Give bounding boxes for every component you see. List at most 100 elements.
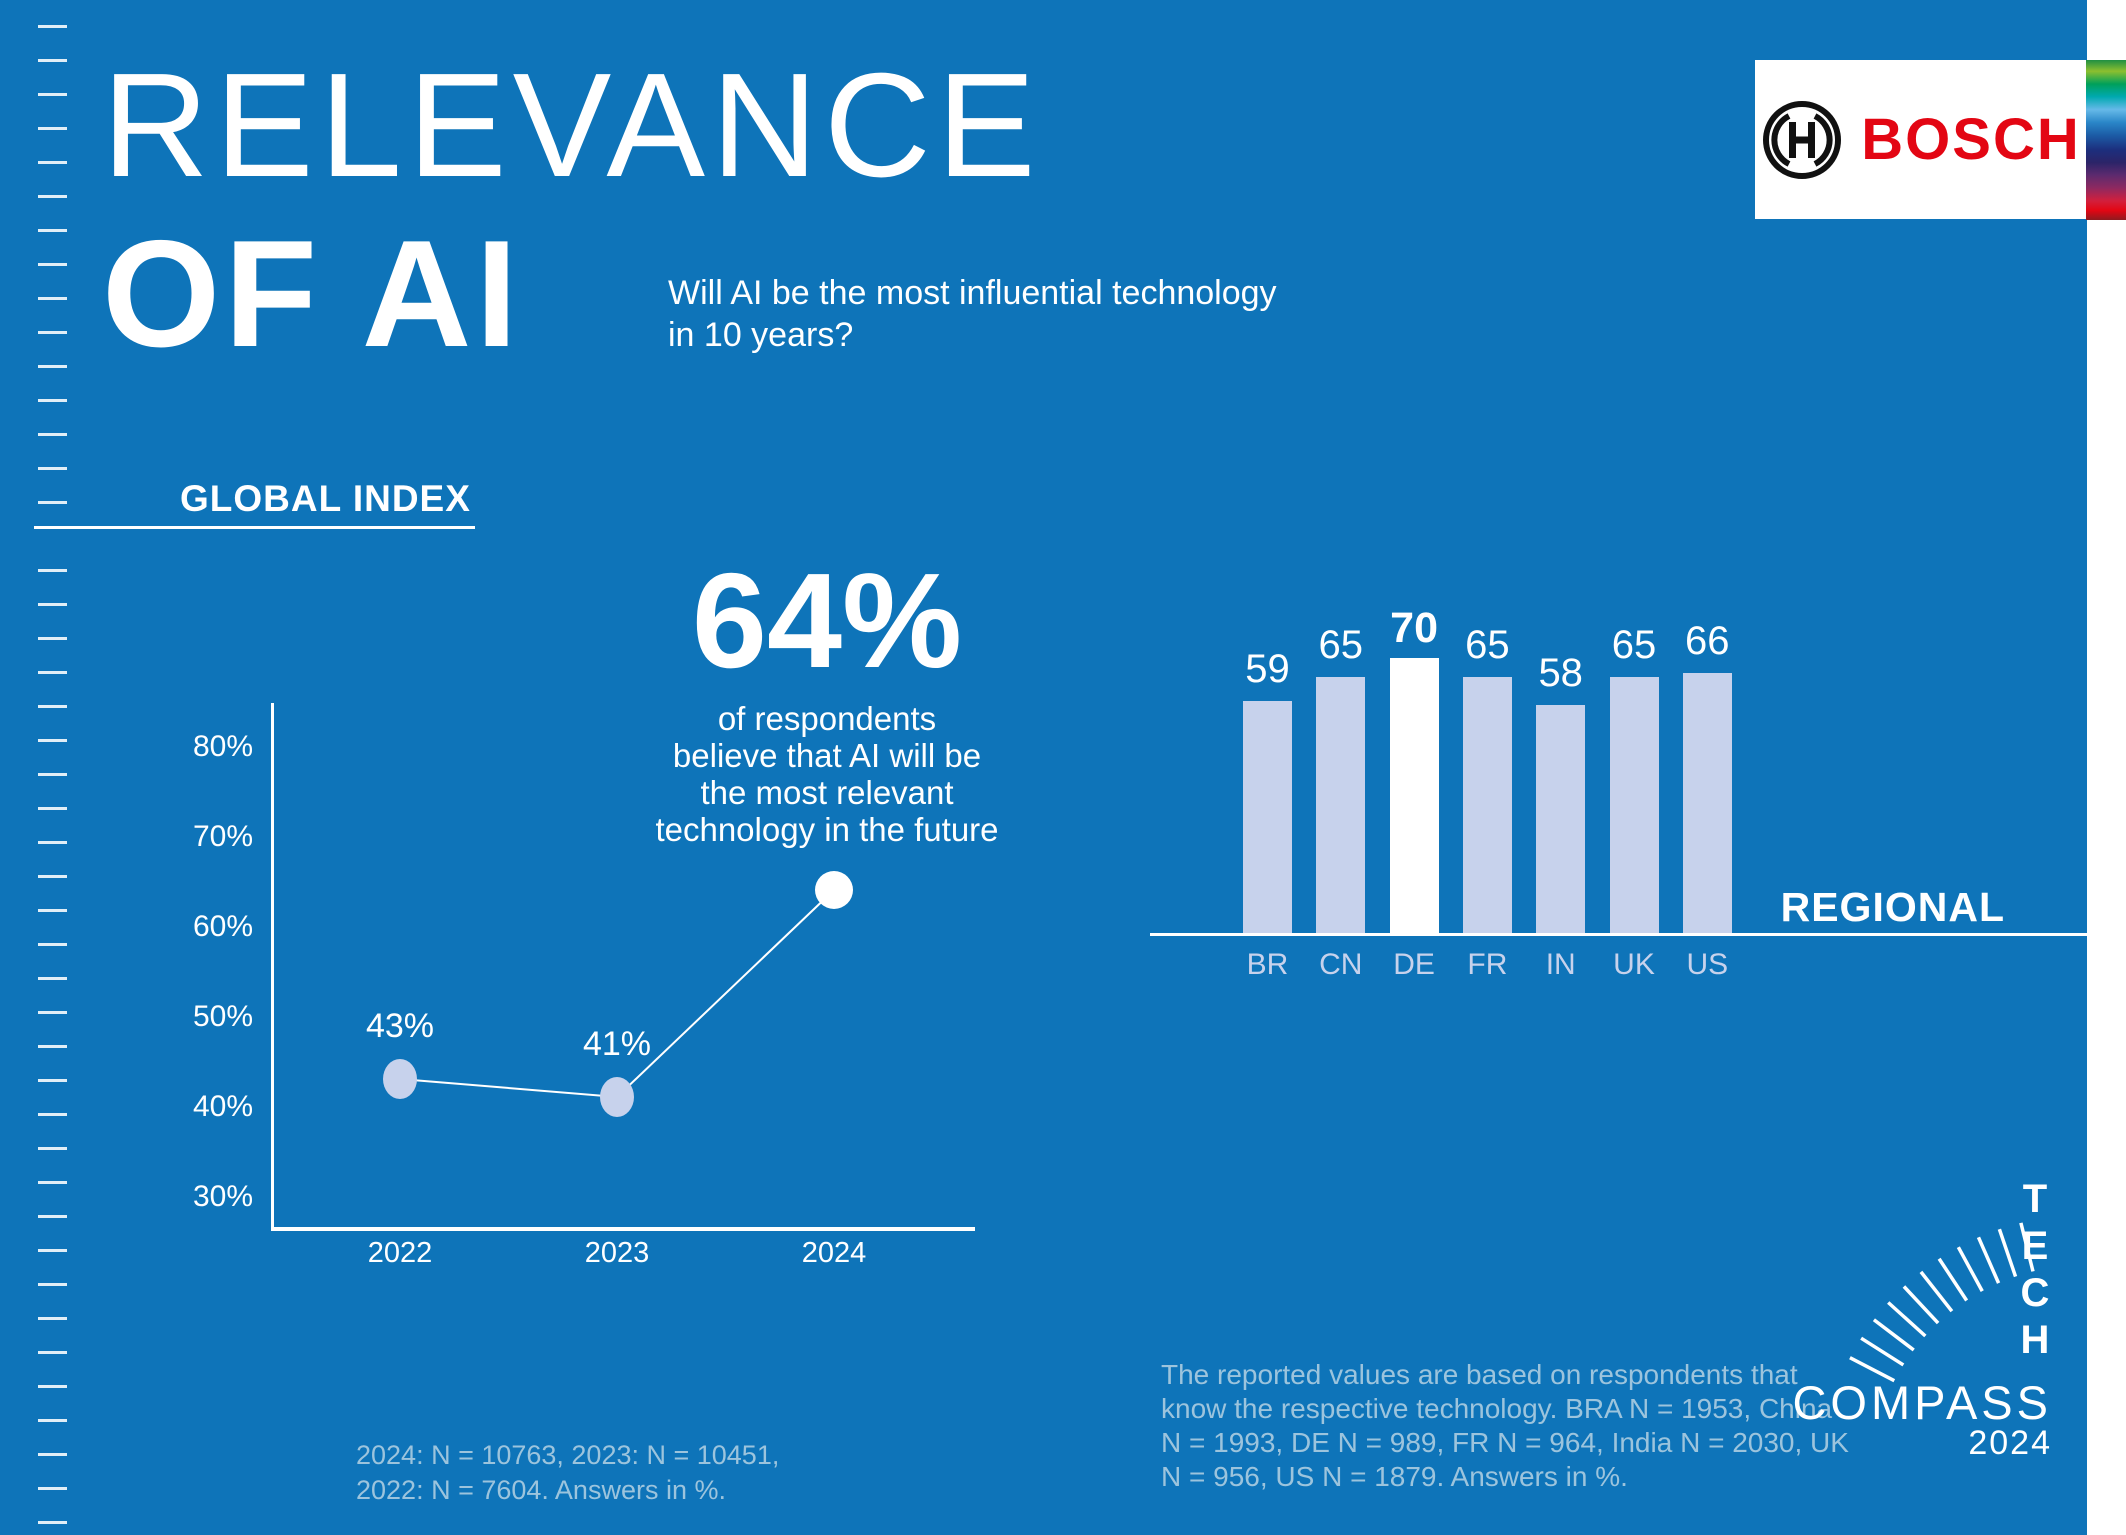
regional-footnote-line: N = 1993, DE N = 989, FR N = 964, India …	[1161, 1427, 1849, 1458]
highlight-description: of respondents believe that AI will be t…	[527, 700, 1127, 848]
ruler-tick	[38, 399, 67, 402]
bar-value-label: 65	[1318, 623, 1364, 668]
ruler-tick	[38, 1385, 67, 1388]
y-axis-tick-label: 70%	[193, 820, 253, 853]
dial-tick	[1976, 1236, 2001, 1284]
bar-value-label: 65	[1465, 623, 1510, 668]
data-point-2023	[600, 1077, 634, 1117]
dial-tick	[1997, 1228, 2018, 1278]
question-subtitle-line-2: in 10 years?	[668, 316, 854, 354]
bar-value-label: 65	[1611, 623, 1657, 668]
bar-category-label: UK	[1613, 948, 1655, 981]
page-title-line-1: RELEVANCE	[102, 43, 1042, 208]
question-subtitle: Will AI be the most influential technolo…	[668, 272, 1277, 356]
bar-category-label: IN	[1545, 948, 1576, 981]
ruler-tick	[38, 467, 67, 470]
global-index-heading: GLOBAL INDEX	[180, 478, 471, 519]
bar-category-label: BR	[1246, 948, 1289, 981]
page-title-line-2: OF AI	[102, 209, 522, 379]
dial-tick	[1902, 1285, 1940, 1325]
bar-category-label: CN	[1319, 948, 1363, 981]
highlight-description-line: the most relevant	[700, 774, 954, 811]
global-index-line-chart: 80% 70% 60% 50% 40% 30% 43% 2022 41% 2023 2024	[193, 703, 975, 1269]
bosch-wordmark: BOSCH	[1861, 106, 2081, 172]
bosch-logo: BOSCH	[1755, 60, 2087, 219]
dial-tick	[1919, 1270, 1954, 1313]
bar-IN	[1536, 704, 1586, 934]
bosch-supergraphic-strip	[2086, 60, 2126, 220]
techcompass-letter: H	[2020, 1318, 2050, 1362]
global-index-footnote-line: 2022: N = 7604. Answers in %.	[356, 1475, 726, 1505]
global-index-underline	[34, 526, 475, 529]
ruler-tick	[38, 569, 67, 572]
data-point-label: 43%	[366, 1007, 434, 1045]
y-axis-tick-label: 80%	[193, 730, 253, 763]
bar-UK	[1609, 677, 1659, 934]
ruler-tick	[38, 501, 67, 504]
ruler-tick	[38, 1215, 67, 1218]
bar-chart-baseline	[1150, 933, 2087, 936]
ruler-tick	[38, 841, 67, 844]
techcompass-letter: T	[2022, 1177, 2048, 1221]
dial-tick	[1937, 1257, 1969, 1302]
y-axis-tick-label: 50%	[193, 1000, 253, 1033]
ruler-tick	[38, 1351, 67, 1354]
ruler-tick	[38, 1147, 67, 1150]
ruler-tick	[38, 909, 67, 912]
techcompass-wordmark: COMPASS	[1792, 1376, 2052, 1429]
dial-tick	[1849, 1356, 1896, 1383]
x-axis-tick-label: 2024	[802, 1237, 867, 1269]
bar-category-label: FR	[1467, 948, 1508, 981]
ruler-tick	[38, 331, 67, 334]
x-axis-line	[271, 1227, 975, 1231]
ruler-tick	[38, 977, 67, 980]
ruler-tick	[38, 25, 67, 28]
dial-tick	[1887, 1301, 1927, 1338]
y-axis-tick-label: 30%	[193, 1180, 253, 1213]
ruler-tick	[38, 229, 67, 232]
ruler-tick	[38, 1283, 67, 1286]
regional-footnote-line: know the respective technology. BRA N = …	[1161, 1393, 1833, 1424]
ruler-tick	[38, 1011, 67, 1014]
ruler-tick	[38, 365, 67, 368]
global-index-footnote: 2024: N = 10763, 2023: N = 10451, 2022: …	[356, 1438, 779, 1508]
regional-heading: REGIONAL	[1780, 884, 2005, 930]
highlight-description-line: of respondents	[717, 700, 937, 737]
line-series	[399, 889, 835, 1099]
bar-CN	[1316, 677, 1366, 934]
regional-footnote-line: N = 956, US N = 1879. Answers in %.	[1161, 1461, 1628, 1492]
question-subtitle-line-1: Will AI be the most influential technolo…	[668, 274, 1277, 312]
bar-value-label: 66	[1685, 619, 1730, 664]
ruler-tick	[38, 433, 67, 436]
ruler-tick	[38, 93, 67, 96]
ruler-tick	[38, 705, 67, 708]
regional-footnote: The reported values are based on respond…	[1161, 1358, 1849, 1494]
ruler-tick	[38, 637, 67, 640]
ruler-tick	[38, 59, 67, 62]
ruler-tick	[38, 263, 67, 266]
y-axis-tick-label: 40%	[193, 1090, 253, 1123]
dial-tick	[1872, 1318, 1915, 1352]
y-axis-line	[271, 703, 274, 1231]
compass-dial-ticks-icon	[1849, 1222, 2035, 1383]
ruler-tick	[38, 603, 67, 606]
techcompass-vertical-wordmark: T E C H	[1985, 1176, 2085, 1364]
bar-category-label: DE	[1393, 948, 1435, 981]
ruler-tick	[38, 1249, 67, 1252]
y-axis-tick-label: 60%	[193, 910, 253, 943]
techcompass-letter: E	[2021, 1224, 2049, 1268]
ruler-tick	[38, 1079, 67, 1082]
ruler-tick	[38, 1453, 67, 1456]
bar-BR	[1243, 700, 1292, 934]
data-point-label: 41%	[583, 1025, 651, 1063]
ruler-tick	[38, 297, 67, 300]
ruler-tick	[38, 1317, 67, 1320]
global-index-footnote-line: 2024: N = 10763, 2023: N = 10451,	[356, 1440, 780, 1470]
dial-tick	[1956, 1246, 1984, 1292]
ruler-tick	[38, 943, 67, 946]
ruler-tick	[38, 807, 67, 810]
ruler-tick	[38, 195, 67, 198]
ruler-tick	[38, 1113, 67, 1116]
ruler-tick	[38, 671, 67, 674]
